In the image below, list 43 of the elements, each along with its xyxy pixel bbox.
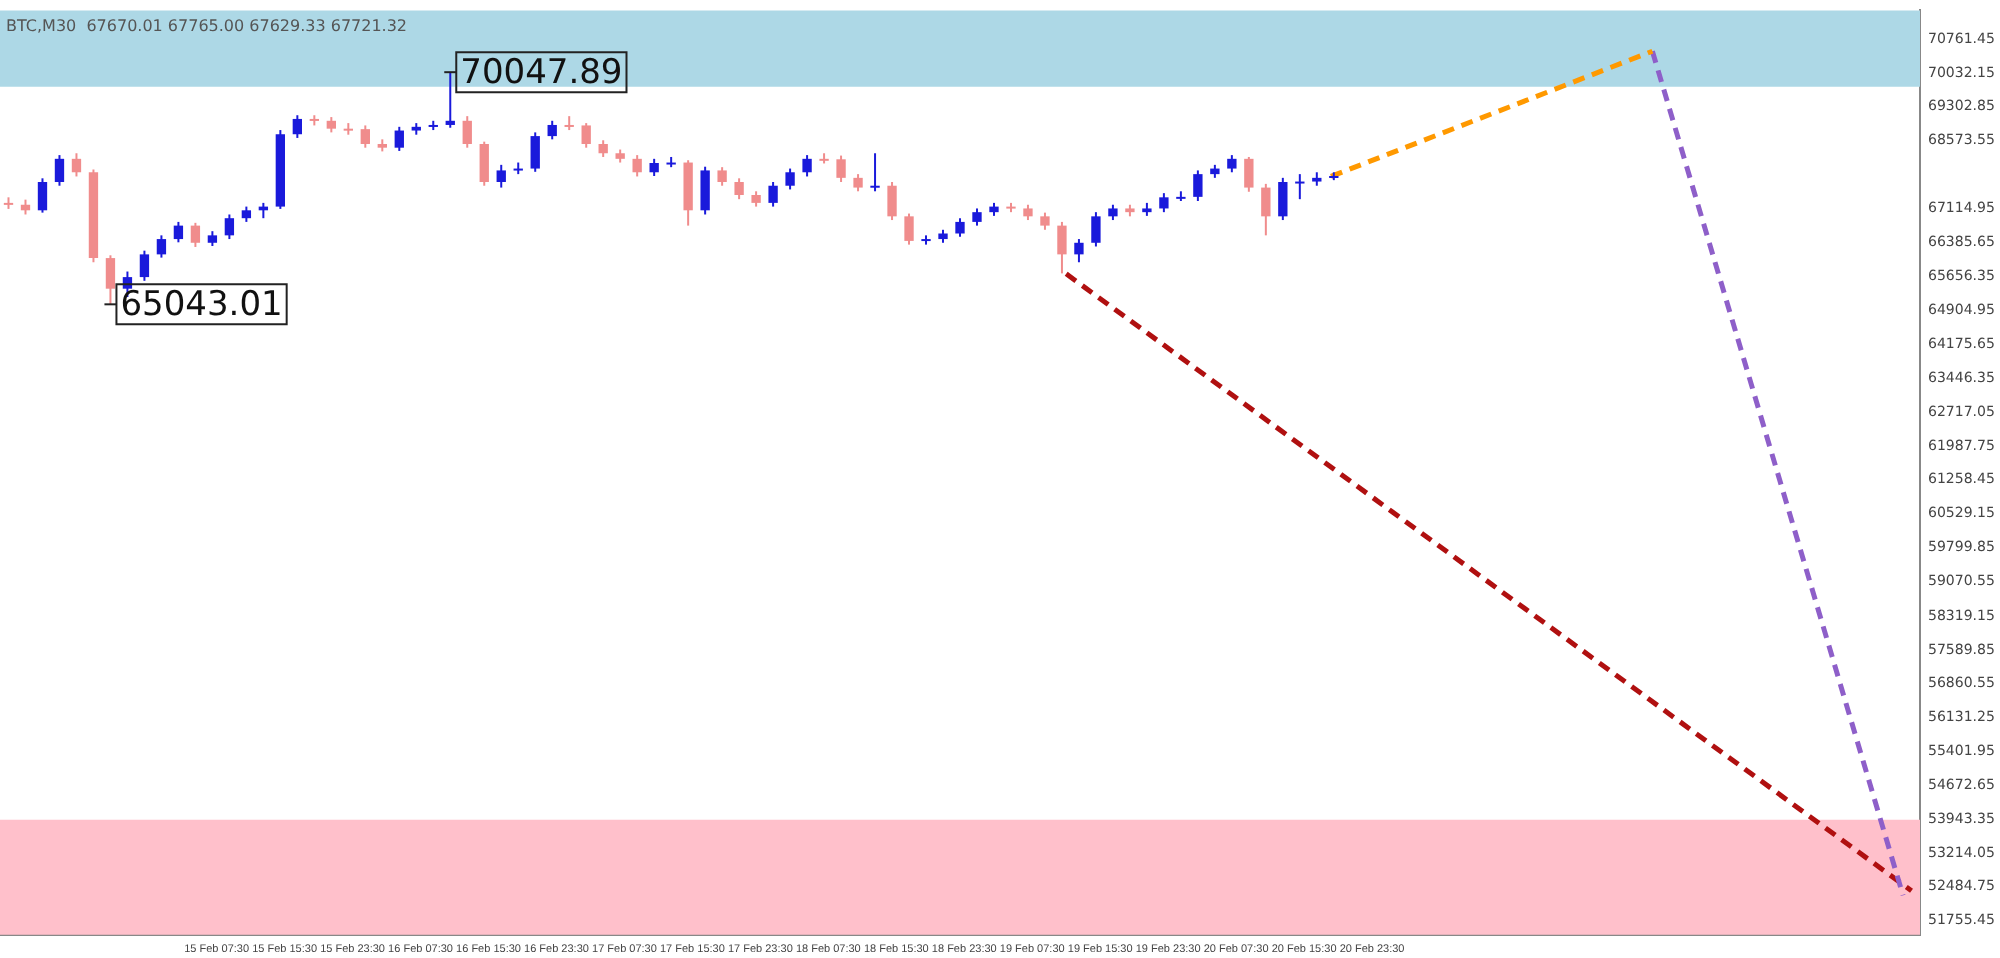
candlestick <box>836 154 846 184</box>
candlestick <box>445 71 455 129</box>
candlestick <box>54 154 65 187</box>
text: BTC,M30 67670.01 67765.00 67629.33 67721.32 <box>6 16 408 35</box>
candlestick <box>1159 192 1169 214</box>
candlestick <box>887 181 897 222</box>
candlestick <box>717 166 727 187</box>
candlestick <box>190 221 201 248</box>
annotation: 70047.89 <box>460 53 623 94</box>
candlestick <box>1074 238 1084 264</box>
candlestick <box>768 181 778 208</box>
candlestick <box>37 177 48 214</box>
candlestick <box>1057 220 1067 275</box>
annotation: 65043.01 <box>120 285 283 326</box>
candlestick <box>1091 211 1101 248</box>
candlestick <box>870 152 880 193</box>
candlestick <box>479 140 489 187</box>
candlestick <box>360 124 370 149</box>
candlestick <box>581 122 591 149</box>
candlestick <box>785 167 795 191</box>
candlestick <box>734 177 744 201</box>
candlestick <box>292 114 303 139</box>
candlestick <box>71 152 82 178</box>
candlestick <box>394 125 404 152</box>
candlestick <box>683 159 693 227</box>
candlestick <box>1244 155 1254 193</box>
candlestick <box>462 115 472 149</box>
candlestick <box>156 234 167 259</box>
candlestick <box>955 217 965 238</box>
candlestick <box>496 163 506 189</box>
candlestick <box>1278 176 1288 222</box>
candlestick <box>1295 173 1305 201</box>
candlestick <box>904 212 914 246</box>
candlestick <box>1193 169 1203 203</box>
candlestick <box>632 154 642 178</box>
candlestick <box>139 249 150 282</box>
candlestick <box>700 165 710 216</box>
candlestick <box>530 131 540 173</box>
candlestick <box>802 154 812 178</box>
candlestick <box>224 213 235 241</box>
candlestick <box>1261 182 1271 237</box>
candlestick <box>547 119 557 141</box>
candlestick <box>173 220 184 244</box>
